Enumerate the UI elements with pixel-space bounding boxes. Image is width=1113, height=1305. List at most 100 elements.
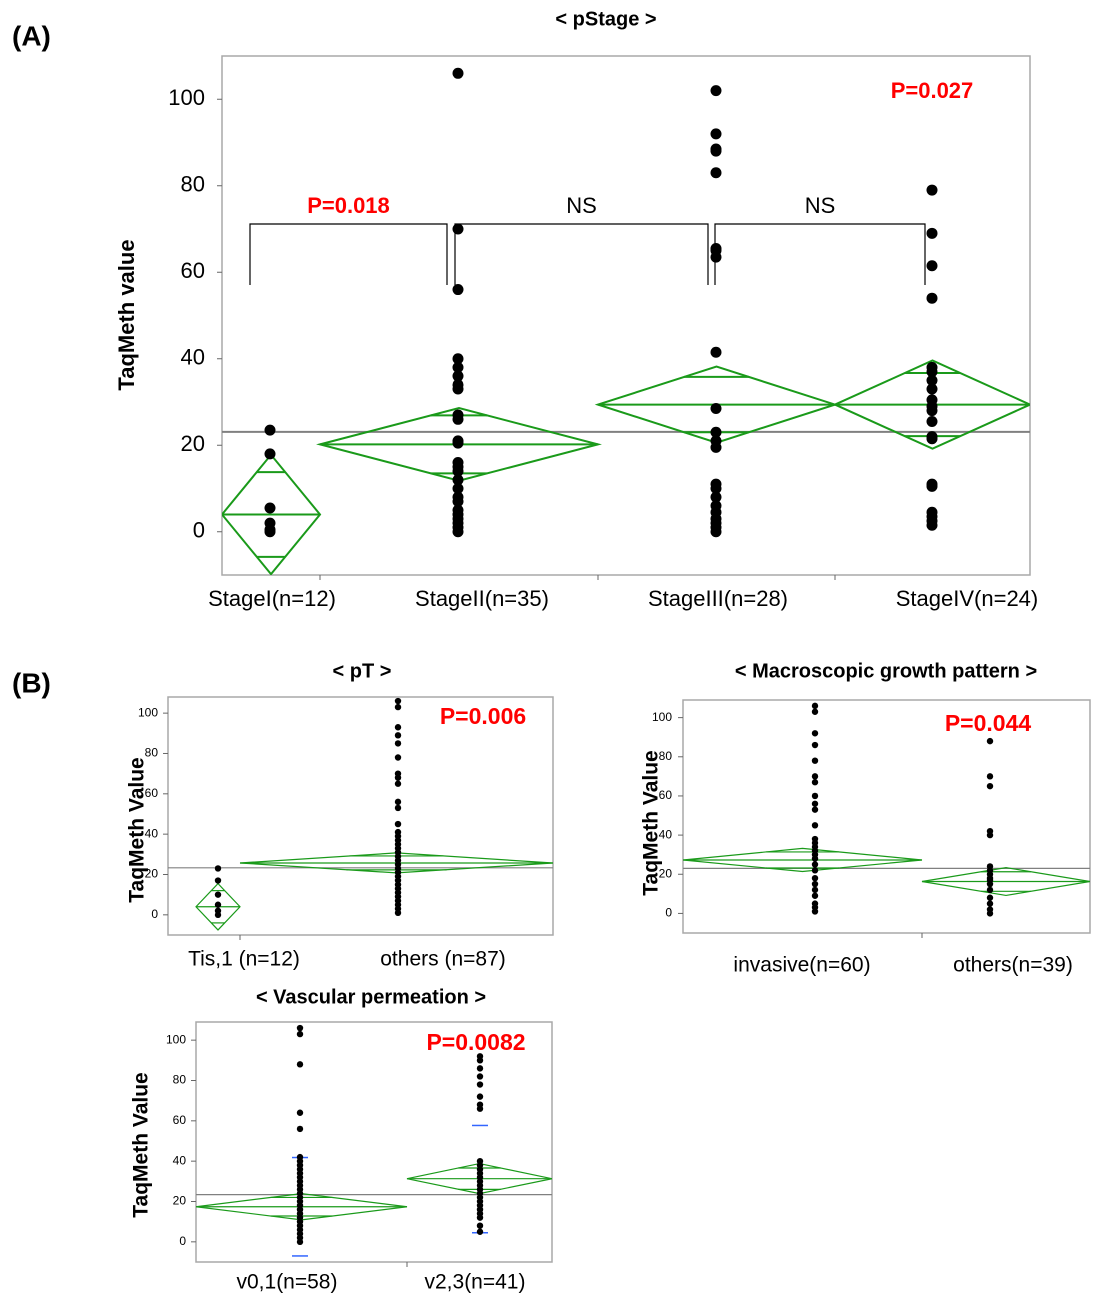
data-point: [926, 433, 938, 445]
x-tick-label: StageIII(n=28): [648, 586, 788, 611]
plot-area: [221, 55, 1031, 576]
data-point: [811, 886, 819, 894]
plot-content: [222, 67, 1030, 575]
y-tick-label: 0: [179, 1234, 186, 1248]
plot-content: [683, 702, 1090, 917]
data-point: [452, 474, 464, 486]
panel-label: (B): [12, 667, 51, 698]
y-tick-label: 40: [173, 1153, 187, 1167]
data-point: [452, 223, 464, 235]
y-axis-label: TaqMeth Value: [126, 757, 149, 902]
data-point: [394, 724, 402, 731]
data-point: [476, 1222, 484, 1229]
data-point: [811, 757, 819, 764]
x-tick-label: Tis,1 (n=12): [188, 948, 300, 971]
bracket-label: NS: [566, 193, 597, 218]
data-point: [394, 754, 402, 761]
data-point: [264, 448, 276, 460]
data-point: [811, 892, 819, 899]
p-value: P=0.044: [945, 710, 1032, 736]
data-point: [710, 402, 722, 414]
plot-content: [168, 697, 553, 931]
data-point: [986, 773, 994, 780]
y-tick-label: 80: [181, 172, 205, 197]
y-tick-label: 40: [659, 827, 673, 841]
data-point: [986, 886, 994, 894]
data-point: [476, 1214, 484, 1221]
plot-area: [167, 696, 554, 936]
bracket: [454, 223, 709, 285]
data-point: [452, 383, 464, 395]
data-point: [394, 780, 402, 787]
plot-area: [195, 1021, 553, 1263]
data-point: [811, 779, 819, 786]
data-point: [811, 908, 819, 915]
data-point: [986, 880, 994, 888]
y-tick-label: 100: [168, 85, 205, 110]
data-point: [986, 782, 994, 790]
data-point: [811, 792, 819, 800]
data-point: [926, 260, 938, 272]
y-tick-label: 100: [652, 710, 672, 724]
y-tick-label: 80: [659, 749, 673, 763]
data-point: [264, 502, 276, 514]
data-point: [811, 773, 819, 780]
data-point: [452, 67, 464, 79]
y-tick-label: 60: [145, 786, 159, 800]
data-point: [926, 292, 938, 304]
data-point: [452, 465, 464, 477]
data-point: [214, 911, 222, 919]
data-point: [452, 437, 464, 449]
y-tick-label: 60: [181, 258, 205, 283]
data-point: [811, 880, 819, 888]
x-tick-label: StageI(n=12): [208, 586, 336, 611]
data-point: [214, 891, 222, 898]
data-point: [710, 167, 722, 179]
data-point: [476, 1105, 484, 1112]
data-point: [926, 405, 938, 417]
data-point: [710, 526, 722, 538]
y-tick-label: 60: [173, 1113, 187, 1127]
data-point: [296, 1238, 304, 1246]
data-point: [926, 415, 938, 427]
data-point: [710, 441, 722, 453]
data-point: [452, 495, 464, 507]
data-point: [394, 740, 402, 747]
data-point: [710, 85, 722, 97]
data-point: [476, 1073, 484, 1080]
data-point: [710, 483, 722, 494]
data-point: [452, 526, 464, 538]
data-point: [394, 909, 402, 917]
data-point: [452, 370, 464, 382]
chart-title: < pT >: [333, 660, 392, 682]
y-tick-label: 0: [151, 907, 158, 921]
mean-diamond: [239, 852, 553, 874]
data-point: [710, 145, 722, 157]
panel-label: (A): [12, 20, 51, 51]
y-axis-label: TaqMeth Value: [640, 750, 663, 895]
data-point: [452, 284, 464, 296]
x-tick-label: StageIV(n=24): [896, 586, 1038, 611]
data-point: [811, 800, 819, 807]
x-tick-label: v2,3(n=41): [425, 1271, 526, 1294]
data-point: [986, 831, 994, 839]
data-point: [394, 732, 402, 739]
y-tick-label: 20: [145, 867, 159, 881]
data-point: [811, 874, 819, 882]
y-tick-label: 20: [173, 1194, 187, 1208]
data-point: [394, 798, 402, 806]
data-point: [476, 1081, 484, 1088]
bracket-label: P=0.018: [307, 193, 390, 218]
data-point: [296, 1061, 304, 1068]
y-tick-label: 100: [166, 1032, 186, 1046]
data-point: [986, 737, 994, 745]
mean-diamond: [406, 1162, 552, 1195]
data-point: [811, 708, 819, 715]
y-tick-label: 20: [659, 866, 673, 880]
data-point: [394, 804, 402, 812]
y-tick-label: 80: [173, 1073, 187, 1087]
mean-diamond: [832, 359, 1030, 450]
data-point: [926, 366, 938, 378]
data-point: [296, 1109, 304, 1116]
data-point: [811, 702, 819, 710]
